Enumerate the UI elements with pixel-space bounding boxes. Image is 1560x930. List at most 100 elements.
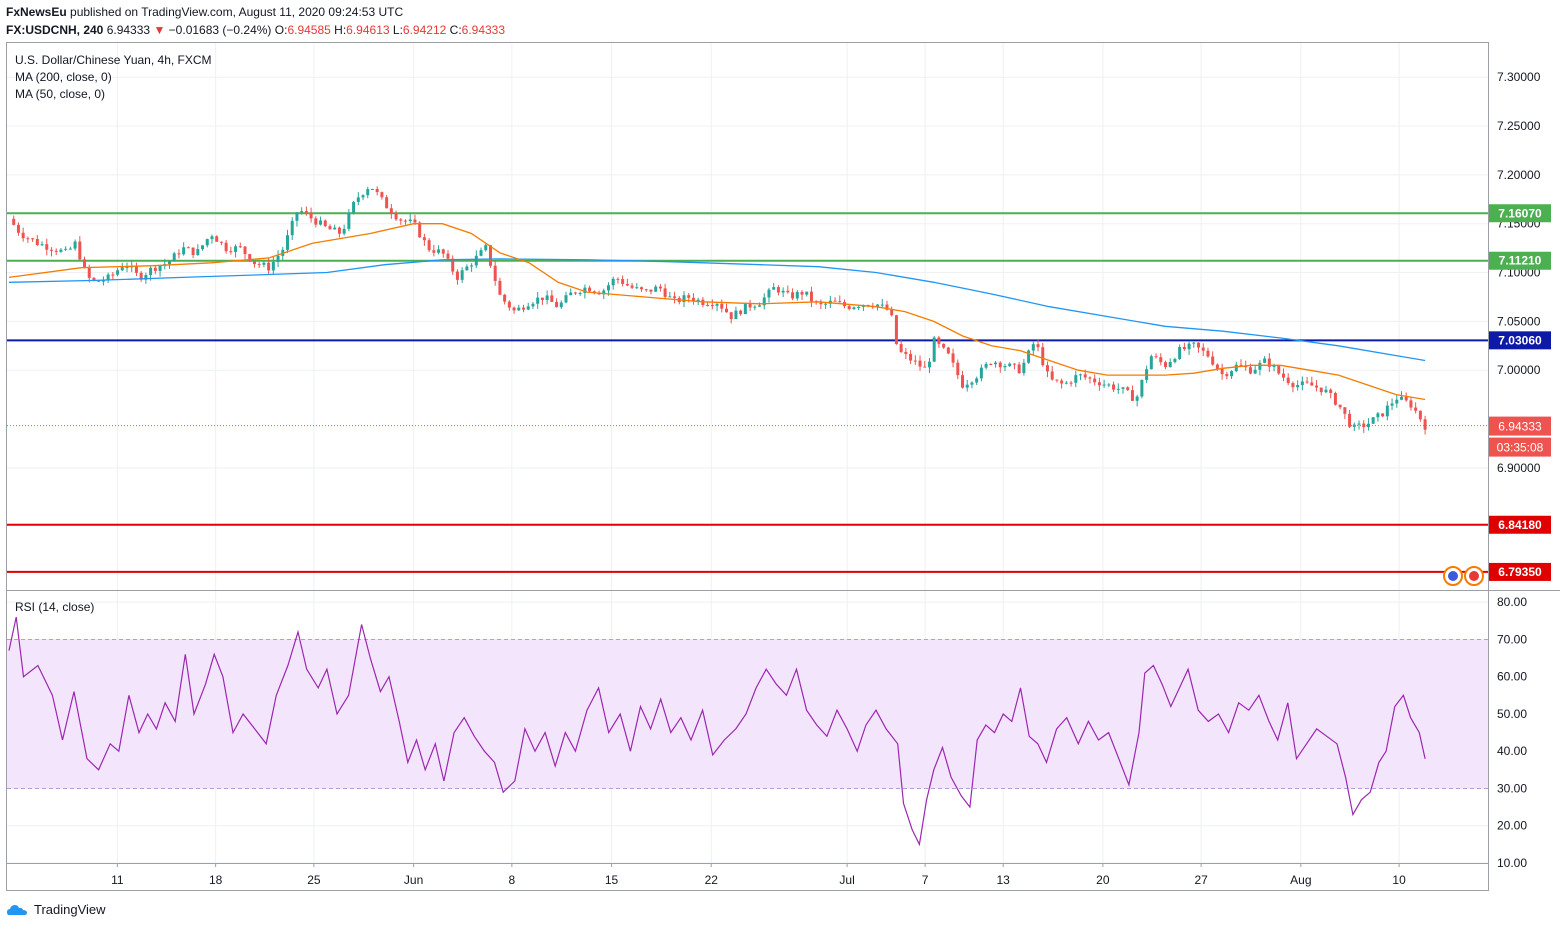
- candle-body: [1234, 364, 1238, 372]
- candle-body: [1399, 396, 1403, 400]
- candle-body: [979, 367, 983, 379]
- candle-body: [380, 192, 384, 198]
- candle-body: [588, 287, 592, 292]
- candle-body: [687, 295, 691, 298]
- candle-body: [1319, 387, 1323, 393]
- candle-body: [890, 309, 894, 316]
- candle-body: [1220, 368, 1224, 375]
- candle-body: [734, 310, 738, 320]
- candle-body: [616, 278, 620, 280]
- candle-body: [385, 197, 389, 209]
- candle-body: [484, 245, 488, 251]
- candle-body: [295, 212, 299, 221]
- low-label: L:: [392, 23, 403, 37]
- candle-body: [753, 306, 757, 308]
- candle-body: [323, 220, 327, 227]
- candle-body: [427, 240, 431, 251]
- open-value: 6.94585: [287, 23, 331, 37]
- candle-body: [729, 312, 733, 320]
- candle-body: [1366, 423, 1370, 428]
- candle-body: [399, 219, 403, 221]
- candle-body: [205, 239, 209, 246]
- candle-body: [1003, 366, 1007, 368]
- candle-body: [191, 247, 195, 256]
- candle-body: [139, 272, 143, 280]
- candle-body: [455, 271, 459, 280]
- candle-body: [918, 360, 922, 367]
- candle-body: [536, 297, 540, 304]
- candle-body: [45, 244, 49, 250]
- candle-body: [658, 286, 662, 289]
- candle-body: [937, 337, 941, 344]
- time-tick-label: Jul: [839, 873, 854, 887]
- candle-body: [942, 343, 946, 348]
- candle-body: [559, 302, 563, 308]
- ma200-legend[interactable]: MA (200, close, 0): [15, 70, 112, 84]
- candle-body: [1263, 358, 1267, 363]
- candle-body: [304, 211, 308, 213]
- close-label: C:: [449, 23, 462, 37]
- candle-body: [1272, 365, 1276, 367]
- candle-body: [909, 353, 913, 361]
- ma50-legend[interactable]: MA (50, close, 0): [15, 87, 105, 101]
- candle-body: [970, 382, 974, 385]
- candle-body: [1267, 358, 1271, 367]
- candle-body: [40, 244, 44, 246]
- candle-body: [776, 287, 780, 293]
- candle-body: [1050, 371, 1054, 380]
- candle-body: [517, 307, 521, 311]
- candle-body: [26, 238, 30, 240]
- candle-body: [186, 247, 190, 249]
- candle-body: [470, 265, 474, 267]
- candle-body: [545, 295, 549, 300]
- candle-body: [172, 253, 176, 262]
- candle-body: [1112, 384, 1116, 390]
- candle-body: [1088, 377, 1092, 379]
- candle-body: [1135, 396, 1139, 401]
- candle-body: [285, 235, 289, 250]
- candle-body: [578, 292, 582, 294]
- candle-body: [177, 253, 181, 255]
- candle-body: [1121, 387, 1125, 389]
- candle-body: [762, 297, 766, 306]
- rsi-tick-label: 80.00: [1497, 595, 1527, 609]
- candle-body: [1126, 387, 1130, 391]
- high-label: H:: [334, 23, 347, 37]
- candle-body: [772, 287, 776, 290]
- candle-body: [526, 306, 530, 310]
- candle-body: [446, 253, 450, 259]
- economic-events-icon[interactable]: [1443, 566, 1484, 586]
- price-axis[interactable]: 7.300007.250007.200007.150007.100007.050…: [1497, 70, 1541, 475]
- candle-body: [951, 353, 955, 363]
- candle-body: [1395, 399, 1399, 404]
- candle-body: [984, 363, 988, 368]
- last-price: 6.94333: [106, 23, 151, 37]
- candle-body: [1168, 361, 1172, 367]
- candle-body: [946, 347, 950, 354]
- publisher-name[interactable]: FxNewsEu: [6, 5, 67, 19]
- candle-body: [720, 303, 724, 309]
- candle-body: [1045, 365, 1049, 372]
- time-tick-label: 10: [1392, 873, 1406, 887]
- time-axis[interactable]: 11 18 25 Jun 8 15 22 Jul 7 13 20 27 Aug 10: [111, 863, 1406, 887]
- candle-body: [1230, 371, 1234, 377]
- candle-body: [267, 262, 271, 271]
- candle-body: [1409, 400, 1413, 408]
- candle-body: [116, 270, 120, 275]
- candle-body: [682, 295, 686, 303]
- candle-body: [885, 304, 889, 310]
- candle-body: [1211, 356, 1215, 365]
- candle-body: [847, 306, 851, 310]
- candle-body: [956, 362, 960, 376]
- horizontal-levels[interactable]: [7, 212, 1488, 573]
- candle-body: [1324, 389, 1328, 393]
- tradingview-footer[interactable]: TradingView: [6, 902, 106, 917]
- rsi-legend[interactable]: RSI (14, close): [15, 600, 94, 614]
- candle-body: [691, 297, 695, 302]
- rsi-axis[interactable]: 80.00 70.00 60.00 50.00 40.00 30.00 20.00 10.00: [1497, 595, 1527, 870]
- tradingview-brand: TradingView: [34, 902, 106, 917]
- candle-body: [64, 248, 68, 250]
- candle-body: [1277, 365, 1281, 374]
- candle-body: [1055, 379, 1059, 381]
